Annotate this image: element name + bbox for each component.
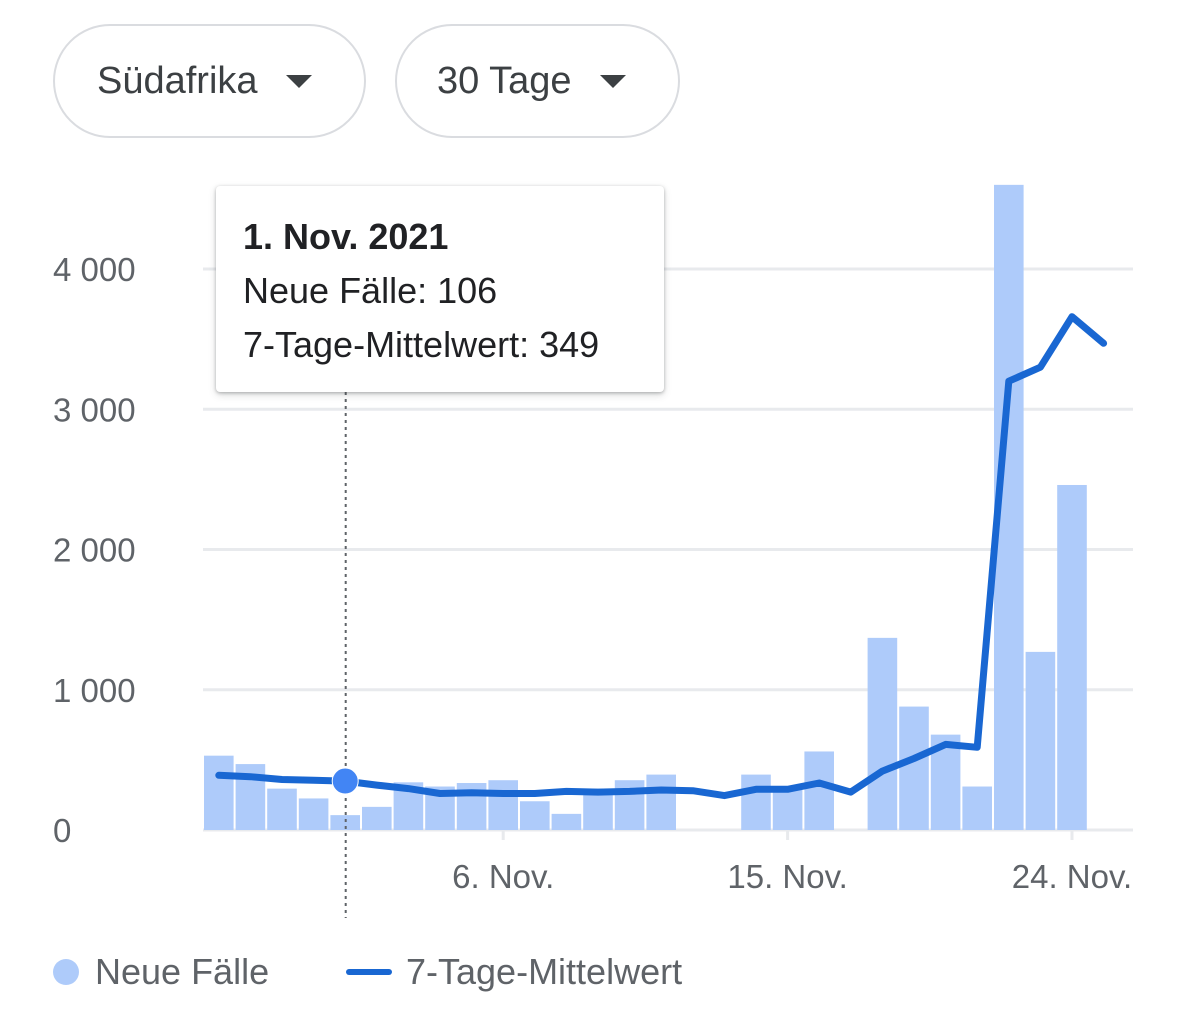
seven-day-average-line: [215, 313, 1108, 800]
bar: [267, 788, 297, 830]
x-tick-label: 6. Nov.: [452, 858, 554, 895]
y-tick-label: 1 000: [53, 672, 136, 709]
tooltip-date: 1. Nov. 2021: [243, 216, 449, 257]
legend-line-icon: [346, 969, 392, 975]
caret-down-icon: [599, 74, 626, 88]
bar: [1025, 651, 1056, 830]
y-tick-label: 0: [53, 812, 71, 849]
bar: [204, 755, 234, 830]
bar: [646, 774, 676, 830]
bar: [1057, 484, 1087, 830]
chart-tooltip: 1. Nov. 2021 Neue Fälle: 106 7-Tage-Mitt…: [216, 186, 664, 392]
bar: [551, 813, 582, 830]
hover-point: [331, 767, 359, 795]
bar: [330, 815, 360, 830]
bar: [772, 787, 803, 830]
y-tick-label: 2 000: [53, 532, 136, 569]
y-tick-label: 3 000: [53, 391, 136, 428]
legend-label-new-cases: Neue Fälle: [95, 951, 270, 992]
x-tick-label: 15. Nov.: [727, 858, 847, 895]
y-axis-labels: 0 1 000 2 000 3 000 4 000: [53, 251, 136, 849]
bar: [899, 706, 929, 830]
region-dropdown-label: Südafrika: [97, 59, 258, 102]
tooltip-new-cases: Neue Fälle: 106: [243, 270, 498, 311]
x-axis-labels: 6. Nov. 15. Nov. 24. Nov.: [452, 830, 1132, 895]
bar: [488, 780, 518, 830]
tooltip-seven-day-average: 7-Tage-Mittelwert: 349: [243, 324, 600, 365]
caret-down-icon: [285, 74, 312, 88]
legend-dot-icon: [53, 959, 79, 985]
bar: [867, 637, 898, 830]
bar: [741, 774, 771, 830]
bar: [362, 806, 392, 830]
x-tick-label: 24. Nov.: [1012, 858, 1132, 895]
legend-label-seven-day-average: 7-Tage-Mittelwert: [406, 951, 683, 992]
range-dropdown[interactable]: 30 Tage: [395, 24, 680, 138]
legend-item-seven-day-average[interactable]: 7-Tage-Mittelwert: [346, 950, 682, 994]
range-dropdown-label: 30 Tage: [437, 59, 572, 102]
region-dropdown[interactable]: Südafrika: [53, 24, 366, 138]
bar: [804, 751, 834, 830]
bar: [298, 798, 329, 830]
bar: [520, 801, 550, 830]
bar: [962, 786, 992, 830]
y-tick-label: 4 000: [53, 251, 136, 288]
legend-item-new-cases[interactable]: Neue Fälle: [53, 950, 269, 994]
line-series: [215, 313, 1108, 800]
